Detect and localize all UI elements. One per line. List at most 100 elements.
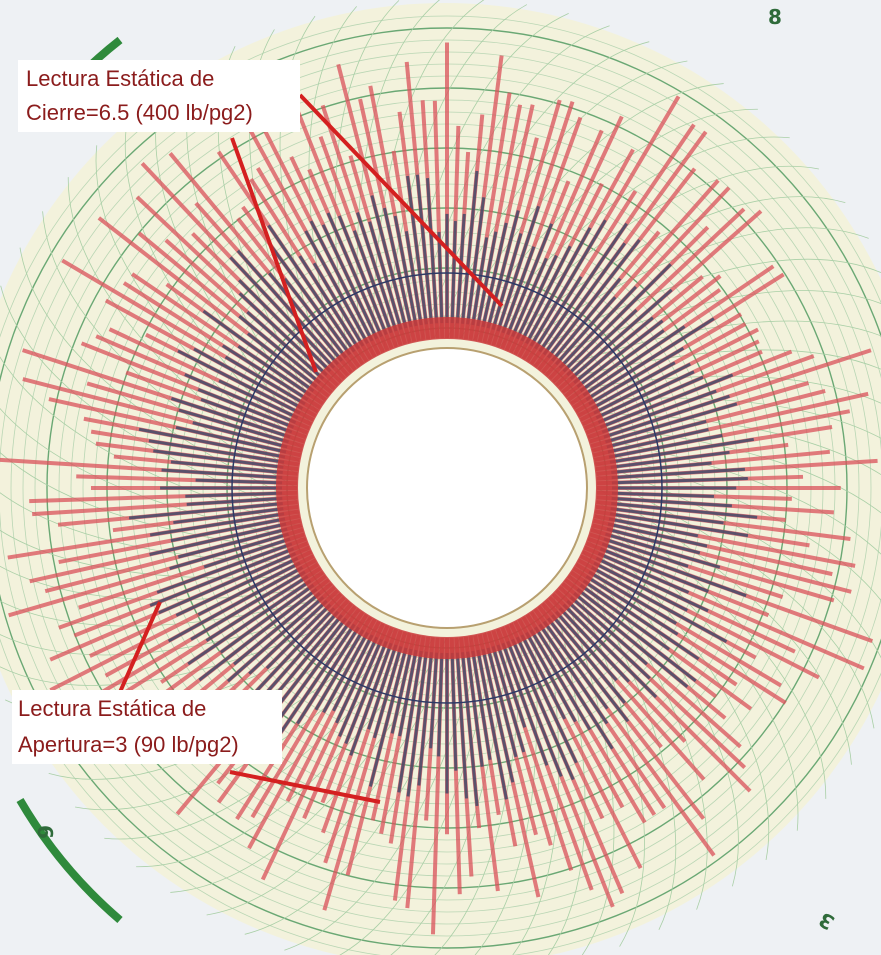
dark-trace <box>426 178 439 324</box>
dark-trace <box>415 174 433 324</box>
trace <box>0 42 878 935</box>
dark-trace <box>156 542 293 594</box>
dark-trace <box>197 388 295 429</box>
dark-trace <box>321 224 379 340</box>
dark-trace <box>175 425 287 454</box>
dark-trace <box>238 315 321 384</box>
dark-trace <box>344 640 388 745</box>
dark-trace <box>170 517 286 543</box>
dark-trace <box>471 650 492 761</box>
dark-trace <box>590 566 728 643</box>
dark-trace <box>224 355 306 406</box>
dark-trace <box>562 603 658 699</box>
dark-trace <box>611 467 746 480</box>
dark-trace <box>534 275 583 350</box>
dark-trace <box>597 552 690 594</box>
dark-trace <box>538 222 628 353</box>
dark-trace <box>506 640 563 777</box>
dark-trace <box>486 647 518 758</box>
dark-trace <box>595 556 709 613</box>
dark-trace <box>466 651 484 767</box>
dark-trace <box>610 507 724 525</box>
dark-trace <box>161 468 283 480</box>
dark-trace <box>601 389 717 434</box>
annotation-line: Cierre=6.5 (400 lb/pg2) <box>26 100 253 125</box>
dark-trace <box>312 262 365 347</box>
dark-trace <box>520 245 572 342</box>
dark-trace <box>233 592 321 666</box>
dark-trace <box>605 402 738 444</box>
annotation-line: Apertura=3 (90 lb/pg2) <box>18 732 239 757</box>
dark-trace <box>585 575 679 636</box>
dark-trace <box>599 373 734 429</box>
dark-trace <box>476 231 498 327</box>
dark-trace <box>368 221 403 330</box>
dark-trace <box>579 583 670 651</box>
dark-trace <box>566 308 638 377</box>
dark-trace <box>158 552 297 615</box>
edge-band <box>16 797 123 924</box>
dark-trace <box>607 428 709 454</box>
dark-trace <box>246 332 318 389</box>
dark-trace <box>562 263 672 373</box>
dark-trace <box>542 242 627 356</box>
dark-trace <box>573 592 689 688</box>
dark-trace <box>304 230 369 345</box>
dark-trace <box>525 227 592 345</box>
annotation-box <box>12 690 282 764</box>
dark-trace <box>601 542 747 598</box>
dark-trace <box>501 642 549 766</box>
dark-trace <box>184 373 297 424</box>
dark-trace <box>170 460 283 474</box>
dark-trace <box>404 231 423 326</box>
dark-trace <box>590 361 676 410</box>
dark-trace <box>593 362 691 415</box>
dark-trace <box>566 599 651 680</box>
dark-trace <box>609 437 755 464</box>
dark-trace <box>546 239 641 359</box>
dark-trace <box>298 255 360 350</box>
dark-trace <box>461 652 479 807</box>
dark-trace <box>611 491 714 498</box>
dark-trace <box>398 649 418 737</box>
dark-trace <box>265 603 332 670</box>
dark-trace <box>506 223 553 336</box>
dark-trace <box>267 224 356 353</box>
dark-trace <box>529 629 592 731</box>
dark-trace <box>148 439 285 464</box>
dark-trace <box>218 379 299 420</box>
dark-trace <box>335 636 379 724</box>
dark-trace <box>585 317 715 401</box>
inner-red-ring <box>276 317 618 659</box>
dark-trace <box>170 397 291 439</box>
dark-trace <box>606 527 701 555</box>
dark-trace <box>167 566 304 643</box>
grid-circle <box>0 15 881 955</box>
dark-trace <box>608 434 723 459</box>
dark-trace <box>153 449 284 469</box>
dark-trace <box>511 638 575 781</box>
dark-trace <box>496 205 540 332</box>
dark-trace <box>219 583 315 654</box>
dark-trace <box>236 249 340 366</box>
dark-trace <box>603 394 730 439</box>
dark-trace <box>554 610 618 682</box>
dark-trace <box>455 652 469 799</box>
dark-trace <box>296 626 360 725</box>
dark-trace <box>187 579 312 666</box>
dark-trace <box>437 652 444 757</box>
dark-trace <box>185 491 283 498</box>
dark-trace <box>569 595 648 666</box>
dark-trace <box>205 575 309 642</box>
dark-trace <box>326 212 383 338</box>
dark-trace <box>605 532 721 569</box>
dark-trace <box>177 349 301 415</box>
dark-trace <box>200 398 293 434</box>
dark-trace <box>582 579 700 661</box>
dark-trace <box>314 629 365 711</box>
dark-trace <box>417 652 433 786</box>
dark-trace <box>538 623 609 725</box>
dark-trace <box>554 296 617 366</box>
dark-trace <box>178 408 289 444</box>
